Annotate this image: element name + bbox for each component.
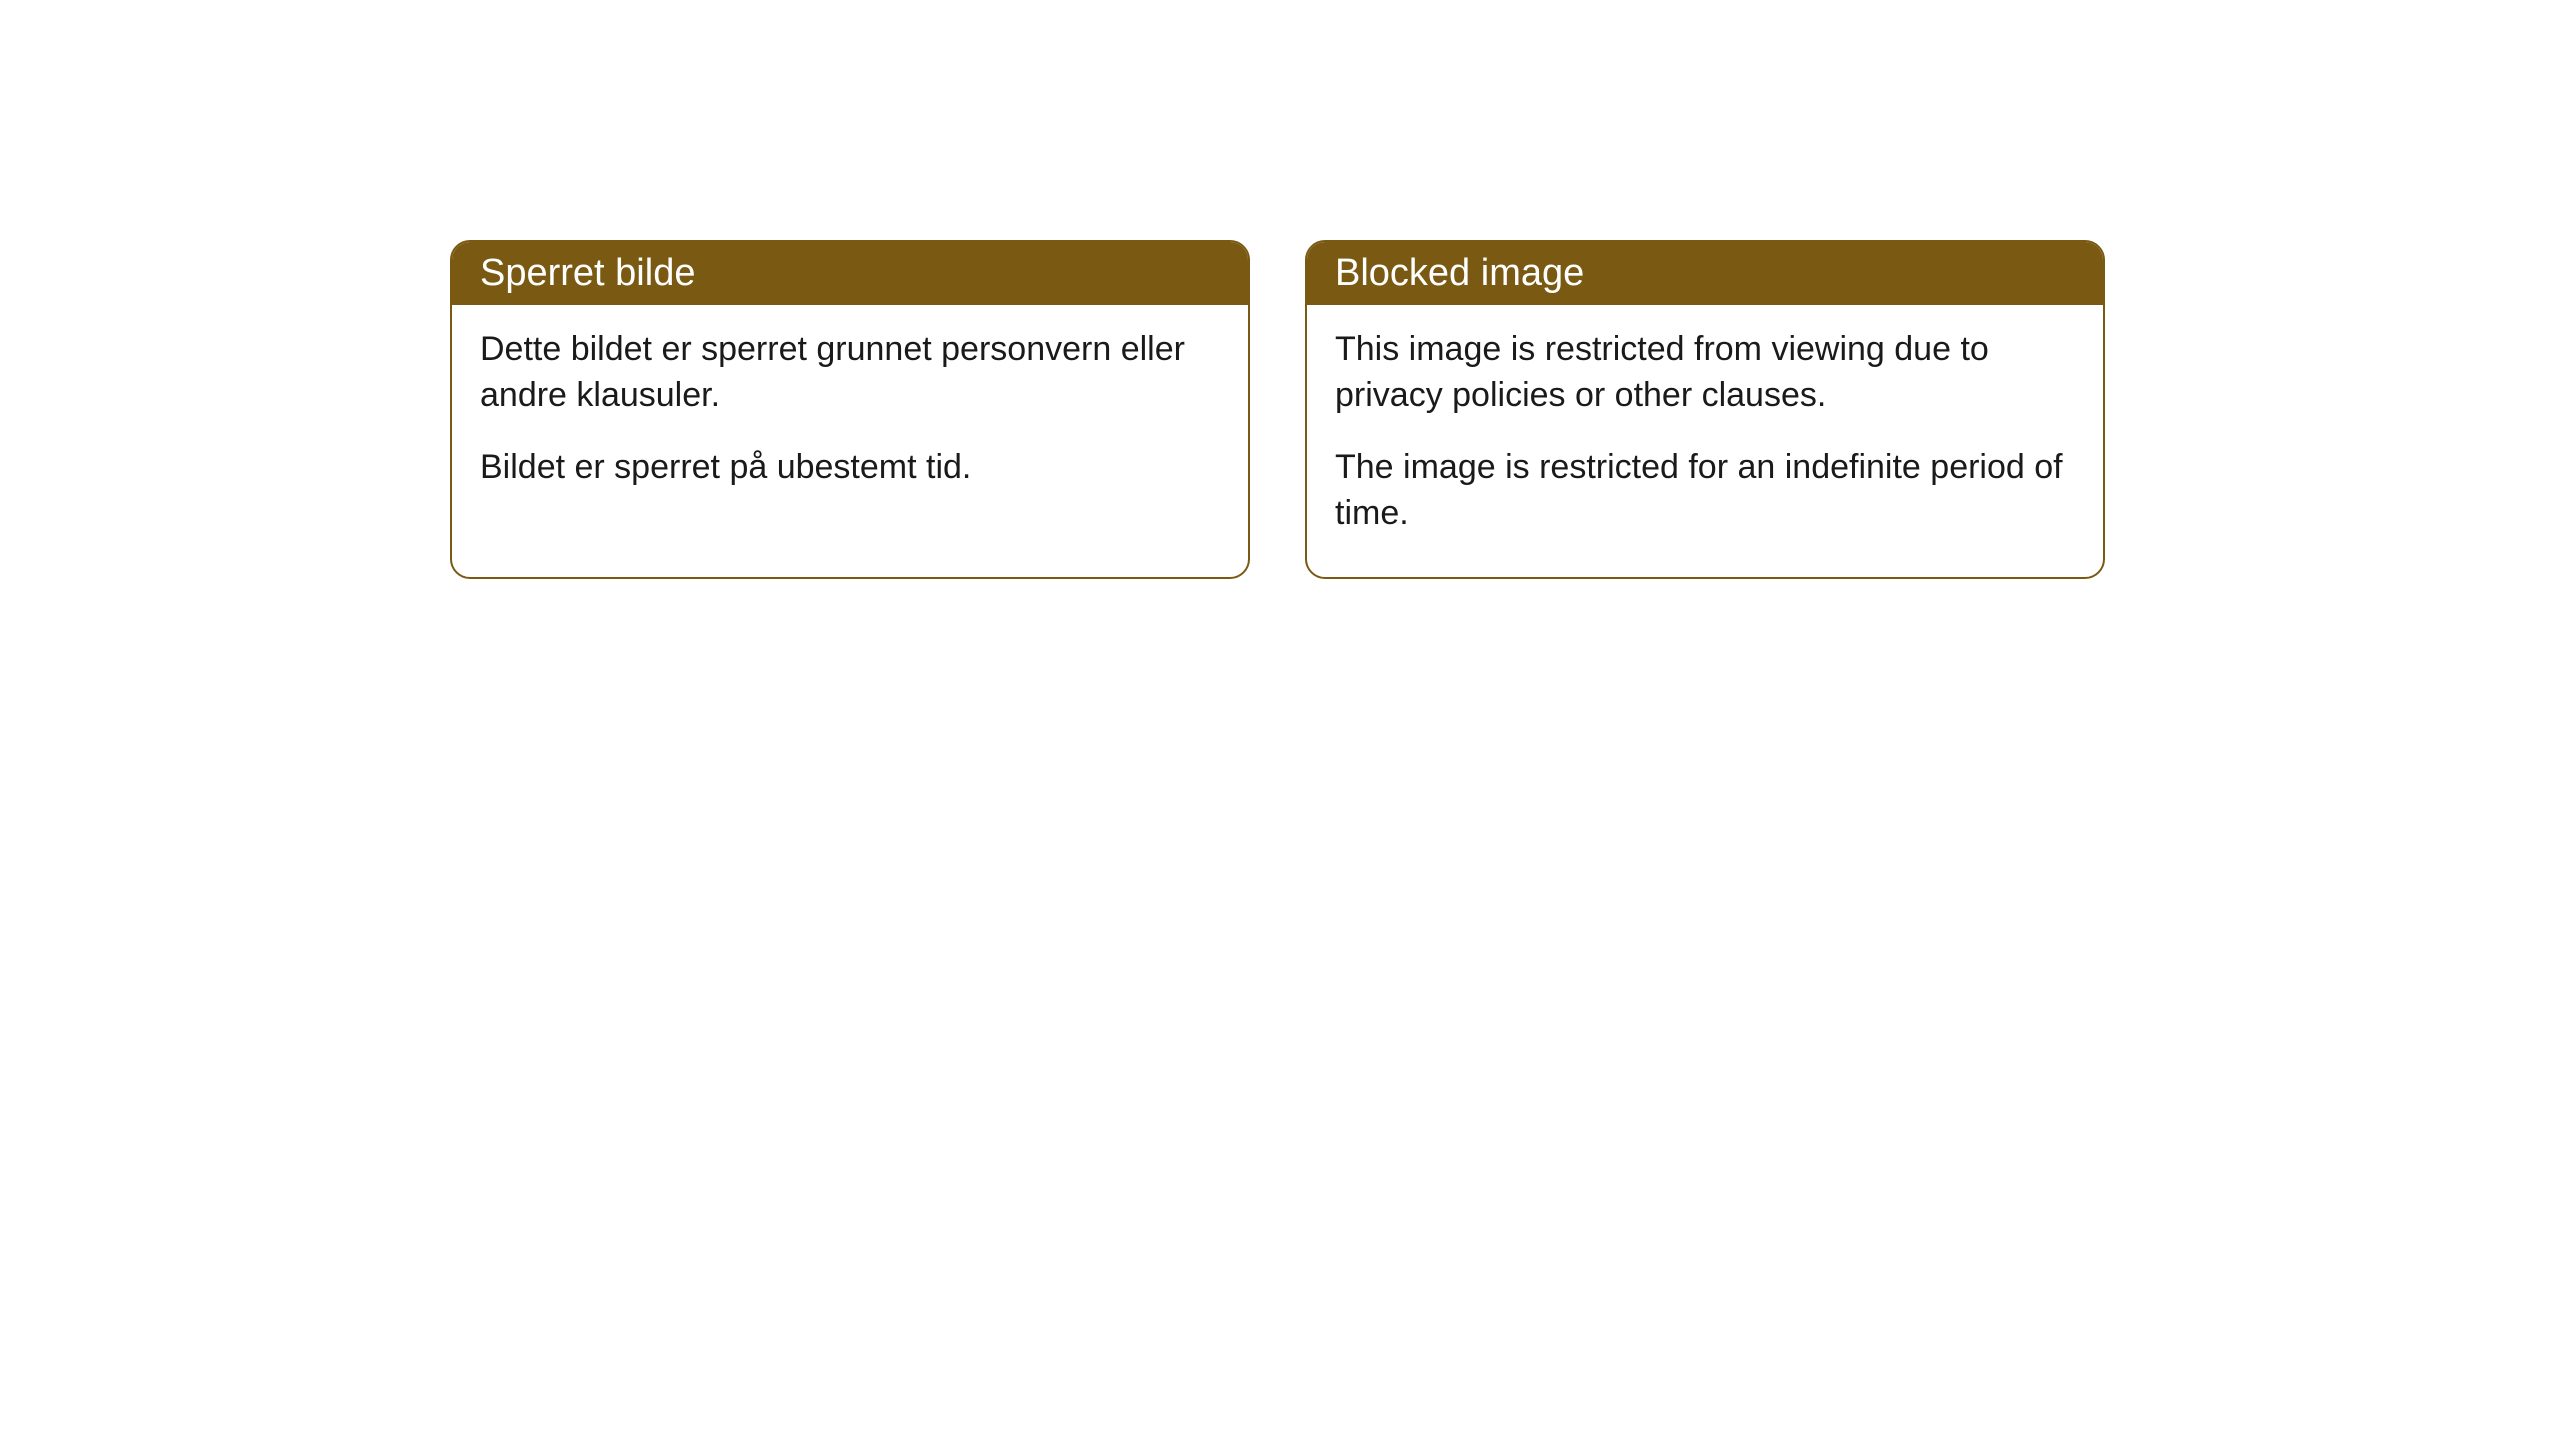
card-paragraph-1: This image is restricted from viewing du… <box>1335 327 2075 419</box>
card-paragraph-2: Bildet er sperret på ubestemt tid. <box>480 445 1220 491</box>
card-paragraph-2: The image is restricted for an indefinit… <box>1335 445 2075 537</box>
card-title: Blocked image <box>1335 252 1584 294</box>
card-header: Sperret bilde <box>452 242 1248 305</box>
card-title: Sperret bilde <box>480 252 695 294</box>
notice-card-english: Blocked image This image is restricted f… <box>1305 240 2105 579</box>
card-paragraph-1: Dette bildet er sperret grunnet personve… <box>480 327 1220 419</box>
card-body: This image is restricted from viewing du… <box>1307 305 2103 577</box>
notice-card-norwegian: Sperret bilde Dette bildet er sperret gr… <box>450 240 1250 579</box>
card-body: Dette bildet er sperret grunnet personve… <box>452 305 1248 531</box>
card-header: Blocked image <box>1307 242 2103 305</box>
notice-cards-container: Sperret bilde Dette bildet er sperret gr… <box>450 240 2560 579</box>
